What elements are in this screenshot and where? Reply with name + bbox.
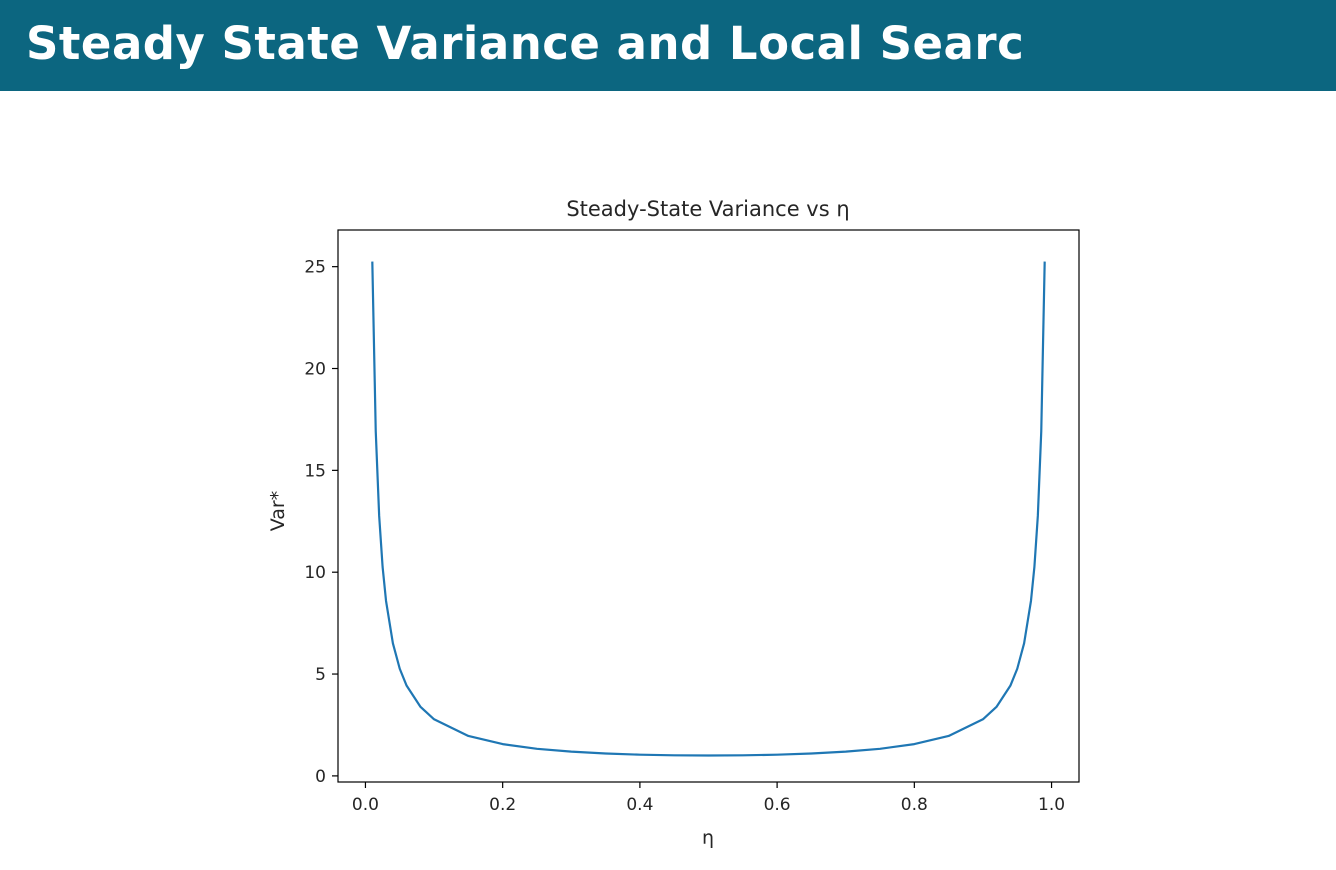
x-tick-label: 0.4: [626, 795, 653, 815]
y-tick-label: 10: [304, 563, 326, 583]
axis-ticks: 0.0 0.2 0.4 0.6 0.8 1.0 0 5 10 15 20 25: [304, 258, 1065, 815]
chart-container: Steady-State Variance vs η η Var* 0.0 0.2…: [0, 91, 1336, 870]
plot-frame: [337, 229, 1080, 783]
y-axis-label: Var*: [267, 491, 289, 531]
y-tick-label: 25: [304, 258, 326, 278]
y-tick-label: 15: [304, 461, 326, 481]
y-tick-label: 20: [304, 360, 326, 380]
x-tick-label: 0.6: [764, 795, 791, 815]
plot-series: [371, 261, 1046, 757]
x-tick-label: 0.2: [489, 795, 516, 815]
x-tick-label: 0.0: [352, 795, 379, 815]
x-tick-label: 0.8: [901, 795, 928, 815]
line-chart: Steady-State Variance vs η η Var* 0.0 0.2…: [267, 197, 1080, 849]
title-bar: Steady State Variance and Local Searc: [0, 0, 1336, 91]
x-tick-label: 1.0: [1038, 795, 1065, 815]
series-line: [371, 261, 1046, 757]
chart-title: Steady-State Variance vs η: [566, 197, 849, 221]
slide-title: Steady State Variance and Local Searc: [26, 17, 1025, 70]
y-tick-label: 5: [315, 665, 326, 685]
y-tick-label: 0: [315, 767, 326, 787]
x-axis-label: η: [702, 827, 714, 849]
